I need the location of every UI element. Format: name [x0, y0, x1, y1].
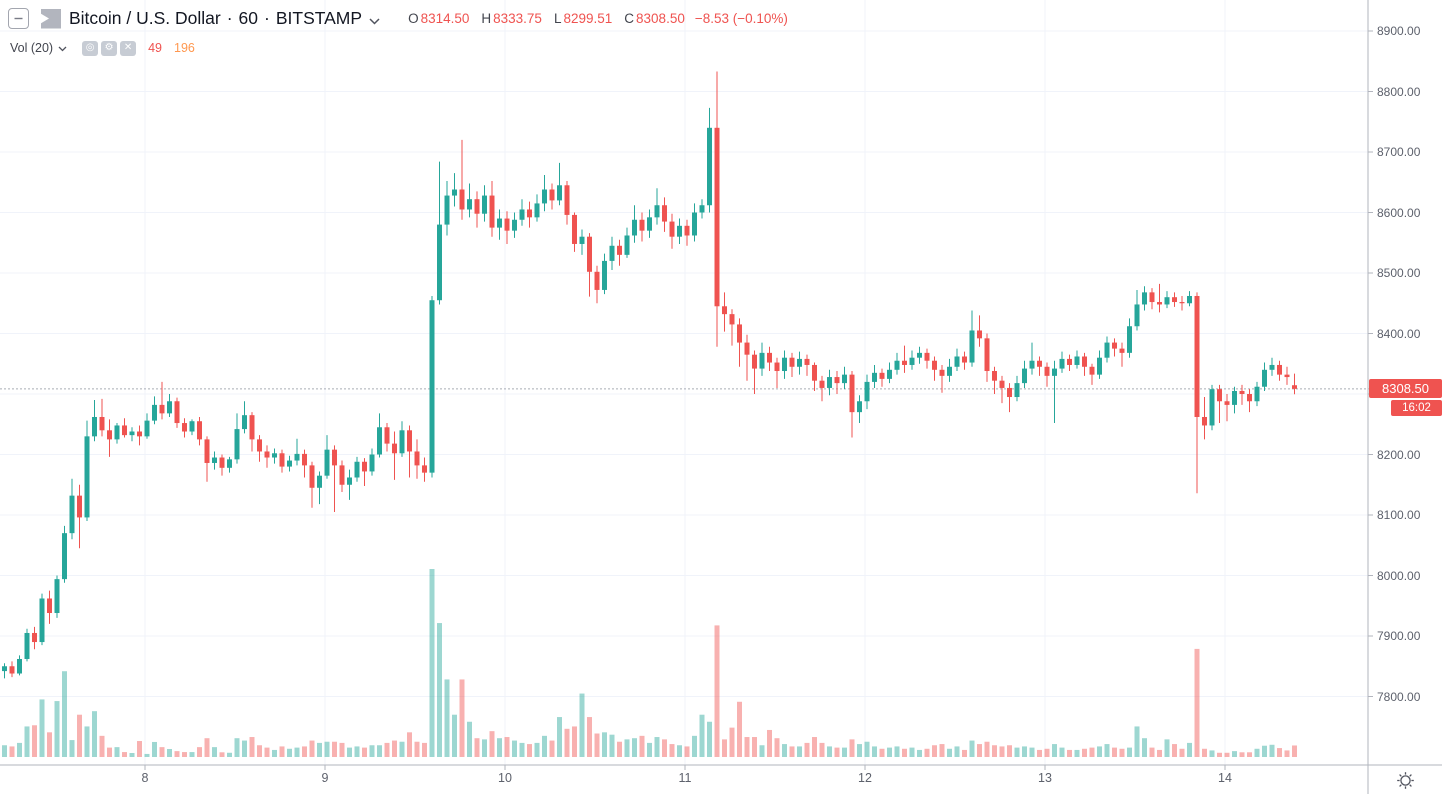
price-tick-label: 7900.00 [1377, 629, 1421, 643]
price-tick-label: 8500.00 [1377, 266, 1421, 280]
symbol-name: Bitcoin / U.S. Dollar [69, 8, 221, 28]
price-tick-label: 8800.00 [1377, 84, 1421, 99]
price-tick-label: 8700.00 [1377, 145, 1421, 159]
time-tick-label: 12 [858, 771, 872, 785]
title-separator: · [226, 8, 233, 28]
chevron-down-icon [369, 12, 380, 30]
last-price-badge: 8308.50 [1369, 379, 1442, 398]
price-tick-label: 8000.00 [1377, 568, 1421, 583]
time-tick-label: 13 [1038, 771, 1052, 785]
time-axis-settings-button[interactable] [1369, 766, 1442, 794]
exchange-label: BITSTAMP [275, 8, 363, 28]
close-value: 8308.50 [636, 11, 685, 26]
time-tick-label: 8 [141, 771, 149, 785]
price-tick-label: 8200.00 [1377, 447, 1421, 462]
price-tick-label: 7800.00 [1377, 689, 1421, 704]
minus-icon [14, 17, 23, 20]
exchange-logo-icon [41, 8, 61, 29]
symbol-title-button[interactable]: Bitcoin / U.S. Dollar · 60 · BITSTAMP [69, 8, 380, 29]
low-label: L [553, 11, 562, 26]
indicator-buttons: ◎ ⚙ ✕ [79, 40, 137, 56]
interval-label: 60 [238, 8, 259, 28]
hide-indicator-icon[interactable]: ◎ [82, 40, 99, 56]
time-tick-label: 10 [498, 771, 512, 785]
price-tick-label: 8100.00 [1377, 508, 1421, 522]
volume-indicator-legend: Vol (20) ◎ ⚙ ✕ 49 196 [10, 39, 207, 57]
change-value: −8.53 (−0.10%) [694, 11, 788, 26]
high-label: H [481, 11, 492, 26]
ohlc-readout: O 8314.50 H 8333.75 L 8299.51 C 8308.50 −8.5… [408, 11, 788, 26]
bar-countdown-badge: 16:02 [1391, 400, 1442, 416]
price-tick-label: 8400.00 [1377, 326, 1421, 341]
gear-icon [1397, 771, 1414, 789]
time-tick-label: 14 [1218, 771, 1232, 785]
price-tick-label: 8600.00 [1377, 205, 1421, 220]
open-label: O [408, 11, 419, 26]
time-tick-label: 9 [321, 771, 329, 785]
indicator-values: 49 196 [148, 41, 207, 55]
chevron-down-icon[interactable] [58, 39, 67, 57]
close-label: C [624, 11, 635, 26]
indicator-name[interactable]: Vol (20) [10, 41, 54, 55]
time-tick-label: 11 [678, 771, 692, 785]
indicator-settings-icon[interactable]: ⚙ [101, 40, 118, 56]
indicator-value: 49 [148, 41, 162, 55]
indicator-value: 196 [174, 41, 195, 55]
high-value: 8333.75 [493, 11, 542, 26]
collapse-pane-button[interactable] [8, 8, 29, 29]
title-separator: · [264, 8, 270, 28]
open-value: 8314.50 [420, 11, 470, 26]
remove-indicator-icon[interactable]: ✕ [120, 40, 137, 56]
low-value: 8299.51 [563, 11, 613, 26]
price-tick-label: 8900.00 [1377, 24, 1421, 38]
